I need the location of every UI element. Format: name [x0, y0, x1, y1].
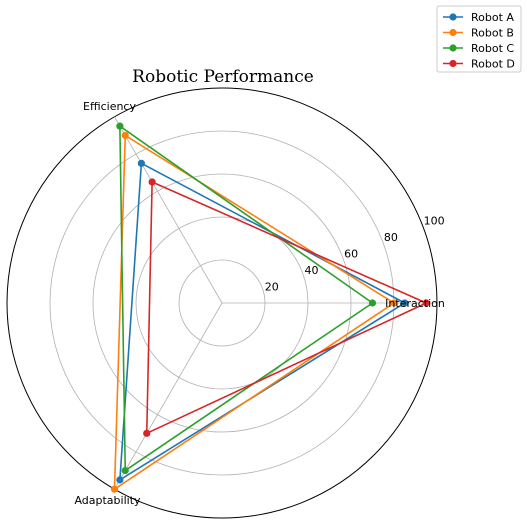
legend-label-robot-a: Robot A [471, 11, 514, 24]
legend-label-robot-b: Robot B [471, 27, 514, 40]
spoke-efficiency [114, 116, 223, 304]
legend-label-robot-c: Robot C [471, 42, 514, 55]
legend-marker-robot-b [449, 28, 457, 37]
legend-marker-robot-a [449, 13, 457, 21]
data-point-robot-d-efficiency [148, 178, 156, 186]
series-line-robot-c [119, 125, 374, 472]
data-point-robot-b-interaction [390, 299, 398, 307]
legend-marker-robot-d [449, 59, 457, 68]
data-point-robot-d-adaptability [143, 429, 151, 437]
r-tick-label-60: 60 [344, 248, 358, 261]
axis-labels: Interaction Efficiency Adaptability [74, 100, 444, 507]
series-line-robot-a [119, 162, 406, 481]
series-group [110, 122, 430, 493]
axis-label-adaptability: Adaptability [74, 494, 141, 507]
r-tick-label-40: 40 [304, 264, 318, 277]
r-tick-label-20: 20 [265, 281, 279, 294]
axis-label-efficiency: Efficiency [83, 100, 136, 113]
data-point-robot-a-adaptability [116, 476, 124, 484]
axis-label-interaction: Interaction [385, 297, 445, 310]
legend: Robot A Robot B Robot C Robot D [436, 5, 522, 73]
data-point-robot-b-efficiency [121, 131, 129, 140]
chart-title: Robotic Performance [132, 67, 314, 87]
r-tick-label-100: 100 [424, 215, 445, 228]
r-tick-label-80: 80 [384, 231, 398, 244]
spoke-adaptability [114, 302, 223, 490]
data-point-robot-b-adaptability [110, 485, 119, 493]
data-point-robot-a-interaction [401, 299, 409, 307]
legend-frame [436, 5, 522, 73]
series-line-robot-b [113, 134, 395, 490]
legend-marker-robot-c [449, 44, 457, 52]
series-line-robot-d [145, 181, 428, 435]
legend-label-robot-d: Robot D [471, 58, 515, 71]
data-point-robot-a-efficiency [137, 159, 145, 167]
data-point-robot-d-interaction [422, 299, 430, 307]
data-point-robot-c-adaptability [121, 466, 129, 475]
radial-tick-labels: 20 40 60 80 100 [265, 215, 445, 294]
data-point-robot-c-interaction [368, 299, 377, 307]
data-point-robot-c-efficiency [116, 122, 124, 130]
